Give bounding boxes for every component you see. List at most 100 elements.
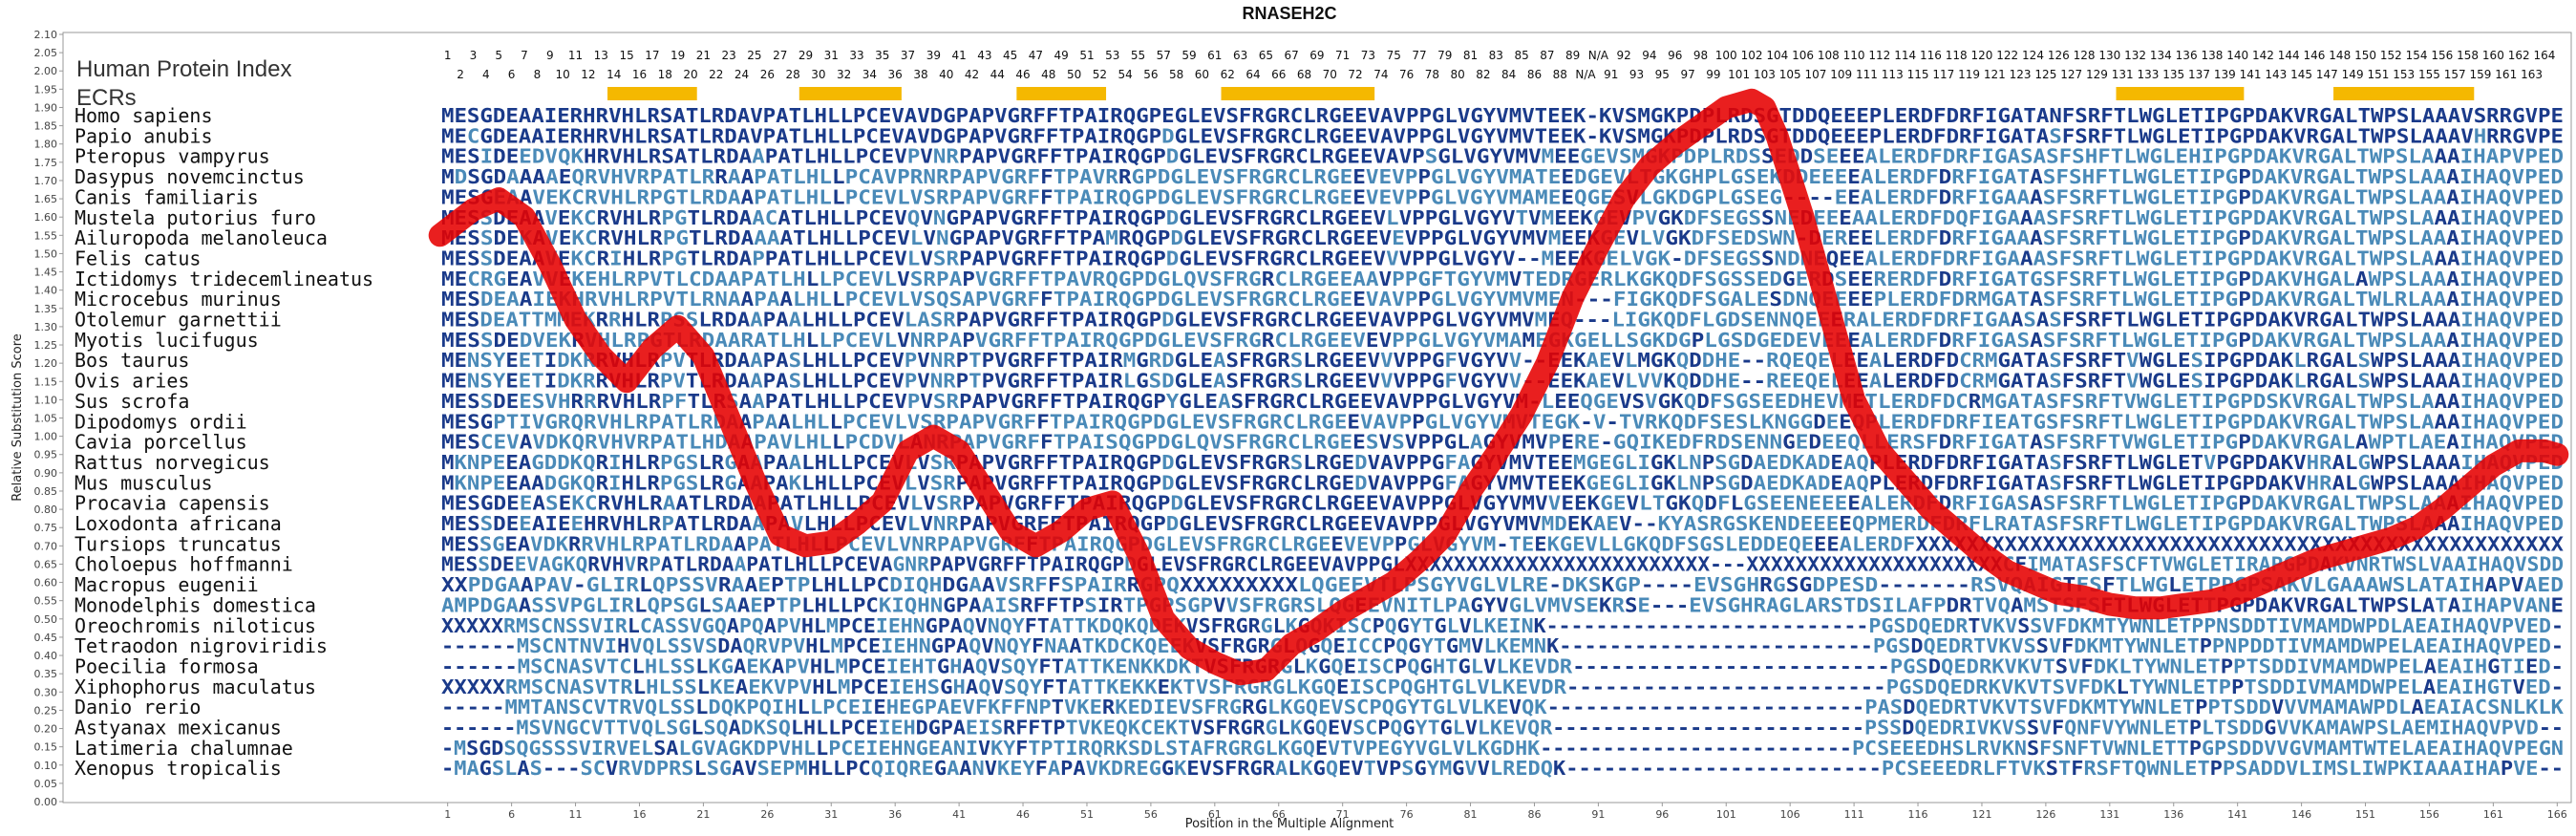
top-index-even-label: 131	[2112, 68, 2134, 81]
top-index-even-label: 161	[2495, 68, 2517, 81]
top-index-even-label: 133	[2138, 68, 2160, 81]
top-index-even-label: 10	[556, 68, 570, 81]
substitution-score-line	[428, 88, 2569, 686]
top-index-even-label: 6	[508, 68, 516, 81]
species-label: Ictidomys tridecemlineatus	[75, 268, 373, 290]
species-label: Mus musculus	[75, 471, 213, 494]
top-index-odd-label: 140	[2226, 49, 2248, 62]
top-index-odd-label: 47	[1029, 49, 1043, 62]
top-index-even-label: 115	[1907, 68, 1929, 81]
species-label: Homo sapiens	[75, 104, 213, 127]
top-index-even-label: 91	[1604, 68, 1618, 81]
species-label: Xiphophorus maculatus	[75, 675, 316, 698]
top-index-odd-label: 37	[901, 49, 915, 62]
top-index-even-label: 12	[581, 68, 595, 81]
x-tick-label: 166	[2547, 808, 2567, 821]
top-index-odd-label: 158	[2457, 49, 2479, 62]
top-index-even-label: 64	[1245, 68, 1260, 81]
x-tick-label: 111	[1844, 808, 1864, 821]
top-index-odd-label: 41	[951, 49, 966, 62]
top-index-odd-label: 7	[521, 49, 528, 62]
top-index-odd-label: 49	[1054, 49, 1069, 62]
species-label: Tetraodon nigroviridis	[75, 634, 328, 657]
species-label: Papio anubis	[75, 124, 213, 147]
series-line	[428, 88, 2569, 686]
sequence-row: MES SDEAA VEKC RIHLR PG TLRDA PPATLHLLPCEV LVSR…	[441, 247, 2564, 269]
sequence-row: ME CGDEAAIERHRVHLRSATLRDAVPATLHLLPCEVAVDG…	[441, 124, 2564, 147]
top-index-even-label: 54	[1118, 68, 1132, 81]
species-label: Bos taurus	[75, 349, 189, 372]
species-label: Macropus eugenii	[75, 573, 259, 596]
y-tick-label: 2.00	[34, 65, 58, 77]
top-index-even-label: 99	[1706, 68, 1720, 81]
top-index-odd-label: 124	[2022, 49, 2044, 62]
y-tick-label: 1.10	[34, 394, 58, 406]
top-index-even-label: 139	[2214, 68, 2236, 81]
top-index-even-label: 4	[482, 68, 490, 81]
top-index-even-label: 74	[1373, 68, 1388, 81]
top-index-even-label: 60	[1195, 68, 1209, 81]
x-tick-label: 156	[2419, 808, 2439, 821]
top-index-odd-label: 98	[1693, 49, 1708, 62]
species-label: Sus scrofa	[75, 390, 189, 413]
x-tick-label: 46	[1016, 808, 1030, 821]
top-index-even-label: 111	[1856, 68, 1878, 81]
top-index-even-label: 16	[632, 68, 647, 81]
x-tick-label: 71	[1336, 808, 1350, 821]
y-tick-label: 2.10	[34, 29, 58, 41]
y-tick-label: 1.30	[34, 321, 58, 333]
top-index-odd-label: 55	[1131, 49, 1145, 62]
top-index-odd-label: 128	[2074, 49, 2096, 62]
species-label: Choloepus hoffmanni	[75, 553, 293, 576]
x-tick-label: 126	[2035, 808, 2055, 821]
ecr-bar	[798, 87, 902, 100]
y-tick-label: 1.00	[34, 431, 58, 443]
species-label: Rattus norvegicus	[75, 451, 270, 474]
top-index-even-label: 20	[683, 68, 697, 81]
x-tick-label: 116	[1908, 808, 1928, 821]
y-tick-label: 1.70	[34, 175, 58, 187]
top-index-even-label: 36	[888, 68, 903, 81]
x-tick-label: 86	[1527, 808, 1541, 821]
species-label: Otolemur garnettii	[75, 309, 282, 332]
species-label: Pteropus vampyrus	[75, 145, 270, 168]
top-index-even-label: 97	[1680, 68, 1694, 81]
x-tick-label: 16	[632, 808, 646, 821]
top-index-even-label: 50	[1067, 68, 1081, 81]
top-index-odd-label: 146	[2304, 49, 2326, 62]
top-index-even-label: 157	[2444, 68, 2466, 81]
species-label: Mustela putorius furo	[75, 206, 316, 229]
species-label: Xenopus tropicalis	[75, 757, 282, 780]
top-index-odd-label: 73	[1361, 49, 1375, 62]
species-label: Latimeria chalumnae	[75, 737, 293, 760]
top-index-even-label: 56	[1143, 68, 1158, 81]
top-index-even-label: 101	[1728, 68, 1750, 81]
top-index-odd-label: 83	[1489, 49, 1503, 62]
species-label: Dipodomys ordii	[75, 410, 247, 433]
x-tick-label: 41	[952, 808, 966, 821]
ecr-bar	[2333, 87, 2475, 100]
top-index-even-label: 88	[1553, 68, 1567, 81]
x-tick-label: 56	[1144, 808, 1158, 821]
top-index-even-label: 141	[2240, 68, 2262, 81]
top-index-even-label: 93	[1629, 68, 1644, 81]
top-index-even-label: 14	[607, 68, 621, 81]
top-index-even-label: N/A	[1575, 68, 1596, 81]
top-index-odd-label: 3	[470, 49, 478, 62]
top-index-odd-label: 23	[722, 49, 736, 62]
top-index-odd-label: 15	[619, 49, 633, 62]
y-tick-label: 0.15	[34, 741, 58, 754]
top-index-even-label: 46	[1015, 68, 1030, 81]
top-index-odd-label: 136	[2176, 49, 2198, 62]
top-index-odd-label: 61	[1207, 49, 1222, 62]
sequence-row: ------ MSCNASVTC LHLSS LKG AEK APV HL MPCE IEHT G…	[441, 654, 2564, 677]
ecr-bar	[1016, 87, 1107, 100]
y-tick-label: 0.35	[34, 668, 58, 680]
y-tick-label: 0.45	[34, 632, 58, 644]
top-index-odd-label: 35	[875, 49, 889, 62]
top-index-odd-label: 100	[1715, 49, 1737, 62]
sequence-row: MES SDEAA VEKC RVHLR PG TLRDA AC ATLHLLPCEV QVNG…	[441, 206, 2564, 229]
x-tick-label: 131	[2099, 808, 2119, 821]
sequence-row: XXXXX RMSCNSSVIR LCASSVGQ APQAPVHLMPCE IEHN G…	[441, 614, 2564, 637]
top-index-odd-label: 116	[1920, 49, 1942, 62]
